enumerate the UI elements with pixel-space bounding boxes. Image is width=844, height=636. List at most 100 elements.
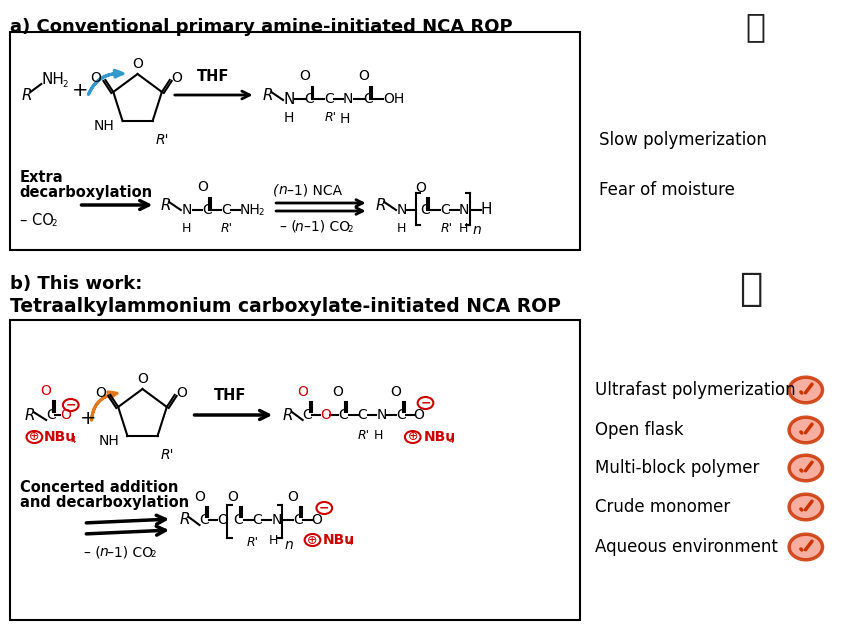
Text: C: C	[305, 92, 314, 106]
Text: C: C	[221, 203, 230, 217]
Text: N: N	[271, 513, 281, 527]
Text: O: O	[132, 57, 143, 71]
Text: – CO: – CO	[19, 213, 53, 228]
Circle shape	[305, 534, 320, 546]
Text: R: R	[160, 198, 170, 212]
Text: H: H	[339, 112, 350, 126]
Text: $_2$: $_2$	[62, 76, 68, 90]
Text: Tetraalkylammonium carboxylate-initiated NCA ROP: Tetraalkylammonium carboxylate-initiated…	[10, 297, 560, 316]
FancyArrowPatch shape	[91, 392, 117, 420]
Text: $_2$: $_2$	[51, 216, 57, 229]
Text: N: N	[181, 203, 192, 217]
Text: H: H	[480, 202, 491, 218]
Bar	[10, 320, 579, 620]
Text: Multi-block polymer: Multi-block polymer	[594, 459, 758, 477]
Circle shape	[788, 494, 821, 520]
Text: H: H	[181, 222, 191, 235]
Text: ⊕: ⊕	[407, 431, 418, 443]
Text: –1) NCA: –1) NCA	[287, 183, 342, 197]
Text: O: O	[358, 69, 369, 83]
Text: and decarboxylation: and decarboxylation	[19, 495, 188, 510]
Circle shape	[417, 397, 433, 409]
Text: +: +	[73, 81, 89, 100]
Text: +: +	[80, 408, 96, 427]
Text: Concerted addition: Concerted addition	[19, 480, 178, 495]
Text: O: O	[287, 490, 298, 504]
Text: N: N	[343, 92, 353, 106]
Text: n: n	[278, 183, 286, 197]
Text: $_2$: $_2$	[150, 547, 157, 560]
Text: 🚶: 🚶	[744, 10, 764, 43]
Bar	[10, 32, 579, 250]
Text: R: R	[262, 88, 273, 102]
Text: C: C	[396, 408, 405, 422]
Text: NH: NH	[99, 434, 120, 448]
Text: −: −	[66, 399, 76, 411]
Text: n: n	[472, 223, 481, 237]
Text: H: H	[458, 222, 468, 235]
Text: NH: NH	[240, 203, 260, 217]
Text: Crude monomer: Crude monomer	[594, 498, 729, 516]
Text: b) This work:: b) This work:	[10, 275, 142, 293]
Text: R: R	[283, 408, 294, 422]
Circle shape	[788, 417, 821, 443]
Text: C: C	[203, 203, 212, 217]
Circle shape	[788, 377, 821, 403]
Text: $_4$: $_4$	[347, 536, 354, 548]
Text: Aqueous environment: Aqueous environment	[594, 538, 776, 556]
Text: O: O	[299, 69, 310, 83]
Text: O: O	[171, 71, 182, 85]
Text: C: C	[199, 513, 209, 527]
Text: ⊕: ⊕	[29, 431, 40, 443]
Text: C: C	[252, 513, 262, 527]
Text: O: O	[217, 513, 228, 527]
Text: –1) CO: –1) CO	[303, 220, 349, 234]
Text: R': R'	[246, 536, 258, 549]
Text: N: N	[376, 408, 387, 422]
Text: O: O	[414, 181, 425, 195]
Text: O: O	[414, 408, 424, 422]
Text: O: O	[311, 513, 322, 527]
Text: O: O	[227, 490, 238, 504]
Text: O: O	[90, 71, 101, 85]
Text: O: O	[197, 180, 208, 194]
Circle shape	[62, 399, 78, 411]
Text: OH: OH	[383, 92, 404, 106]
Text: $_4$: $_4$	[447, 432, 455, 445]
Text: R': R'	[155, 133, 169, 147]
Text: C: C	[338, 408, 348, 422]
Text: R': R'	[160, 448, 174, 462]
Text: R: R	[24, 408, 35, 422]
Text: N: N	[284, 92, 295, 106]
Text: ⊕: ⊕	[307, 534, 317, 546]
Text: O: O	[333, 385, 343, 399]
Text: O: O	[95, 386, 106, 400]
Text: O: O	[390, 385, 401, 399]
Text: O: O	[194, 490, 205, 504]
Text: R': R'	[440, 222, 452, 235]
Text: C: C	[324, 92, 333, 106]
Text: O: O	[297, 385, 308, 399]
Text: R: R	[180, 513, 190, 527]
Text: NH: NH	[41, 73, 64, 88]
Text: C: C	[420, 203, 430, 217]
Text: Ultrafast polymerization: Ultrafast polymerization	[594, 381, 794, 399]
Text: a) Conventional primary amine-initiated NCA ROP: a) Conventional primary amine-initiated …	[10, 18, 511, 36]
Circle shape	[788, 455, 821, 481]
Text: H: H	[397, 222, 406, 235]
Text: NH: NH	[94, 119, 115, 133]
Text: O: O	[176, 386, 187, 400]
Text: C: C	[302, 408, 312, 422]
Text: R: R	[22, 88, 32, 102]
Text: –1) CO: –1) CO	[107, 545, 153, 559]
Text: C: C	[293, 513, 302, 527]
Circle shape	[26, 431, 42, 443]
Text: C: C	[233, 513, 242, 527]
Text: n: n	[99, 545, 108, 559]
Text: decarboxylation: decarboxylation	[19, 185, 153, 200]
Text: R': R'	[357, 429, 370, 442]
Text: $_2$: $_2$	[258, 205, 265, 219]
Text: NBu: NBu	[44, 430, 76, 444]
Text: O: O	[41, 384, 51, 398]
Text: C: C	[440, 203, 450, 217]
